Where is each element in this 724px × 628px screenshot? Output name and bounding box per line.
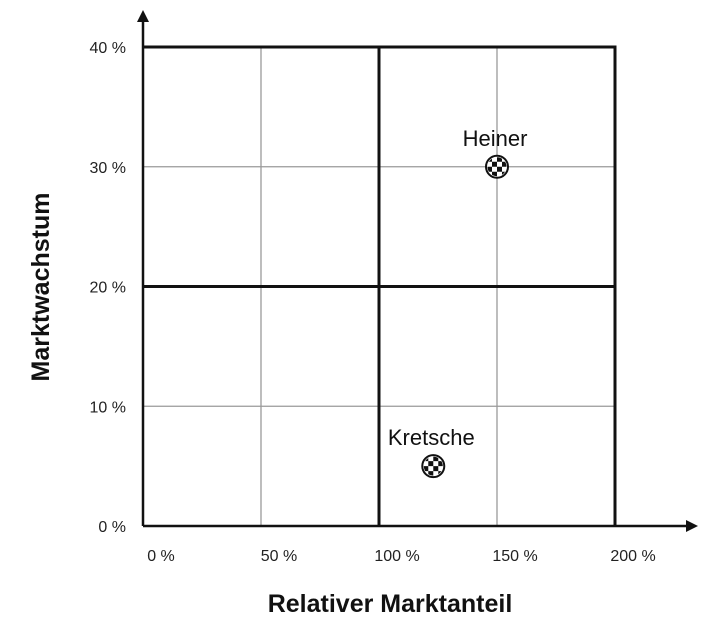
x-tick-labels: 0 % 50 % 100 % 150 % 200 % — [147, 548, 655, 565]
y-tick-label: 30 % — [90, 160, 126, 177]
data-point-kretsche: Kretsche — [388, 425, 475, 479]
point-label: Heiner — [463, 126, 528, 151]
y-tick-label: 0 % — [98, 519, 126, 536]
data-points: Heiner Kretsche — [388, 126, 528, 479]
y-axis-arrowhead — [137, 10, 149, 22]
x-tick-label: 200 % — [610, 548, 655, 565]
x-tick-label: 50 % — [261, 548, 297, 565]
data-point-heiner: Heiner — [463, 126, 528, 179]
y-axis-title: Marktwachstum — [27, 193, 55, 382]
point-label: Kretsche — [388, 425, 475, 450]
x-axis-title: Relativer Marktanteil — [268, 590, 513, 618]
y-tick-label: 20 % — [90, 280, 126, 297]
axes — [137, 10, 698, 532]
x-axis-arrowhead — [686, 520, 698, 532]
y-tick-labels: 0 % 10 % 20 % 30 % 40 % — [90, 40, 126, 536]
y-tick-label: 10 % — [90, 399, 126, 416]
y-tick-label: 40 % — [90, 40, 126, 57]
x-tick-label: 100 % — [374, 548, 419, 565]
x-tick-label: 0 % — [147, 548, 175, 565]
x-tick-label: 150 % — [492, 548, 537, 565]
major-quadrant-lines — [143, 45, 617, 526]
